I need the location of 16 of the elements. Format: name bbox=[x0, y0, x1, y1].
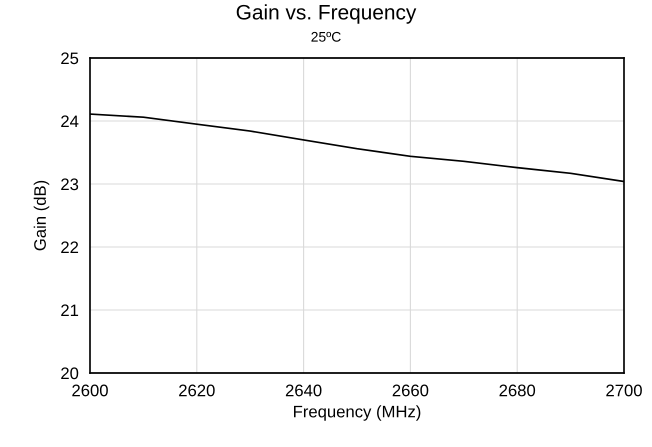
y-tick-label: 22 bbox=[61, 241, 78, 254]
y-tick-label: 21 bbox=[61, 304, 78, 316]
x-axis-title: Frequency (MHz) bbox=[294, 405, 420, 421]
y-tick-label: 20 bbox=[61, 367, 78, 380]
chart-title: Gain vs. Frequency bbox=[236, 4, 416, 24]
x-tick-label: 2660 bbox=[392, 384, 428, 396]
y-tick-label: 24 bbox=[61, 115, 78, 128]
y-tick-label: 23 bbox=[61, 178, 78, 190]
x-tick-label: 2700 bbox=[606, 384, 642, 396]
x-tick-label: 2600 bbox=[72, 384, 108, 396]
chart-subtitle: 25ºC bbox=[311, 32, 341, 42]
x-tick-label: 2680 bbox=[500, 384, 536, 396]
y-axis-title: Gain (dB) bbox=[34, 180, 50, 250]
y-tick-label: 25 bbox=[61, 52, 78, 64]
x-tick-label: 2640 bbox=[286, 384, 322, 396]
x-tick-label: 2620 bbox=[179, 384, 215, 396]
